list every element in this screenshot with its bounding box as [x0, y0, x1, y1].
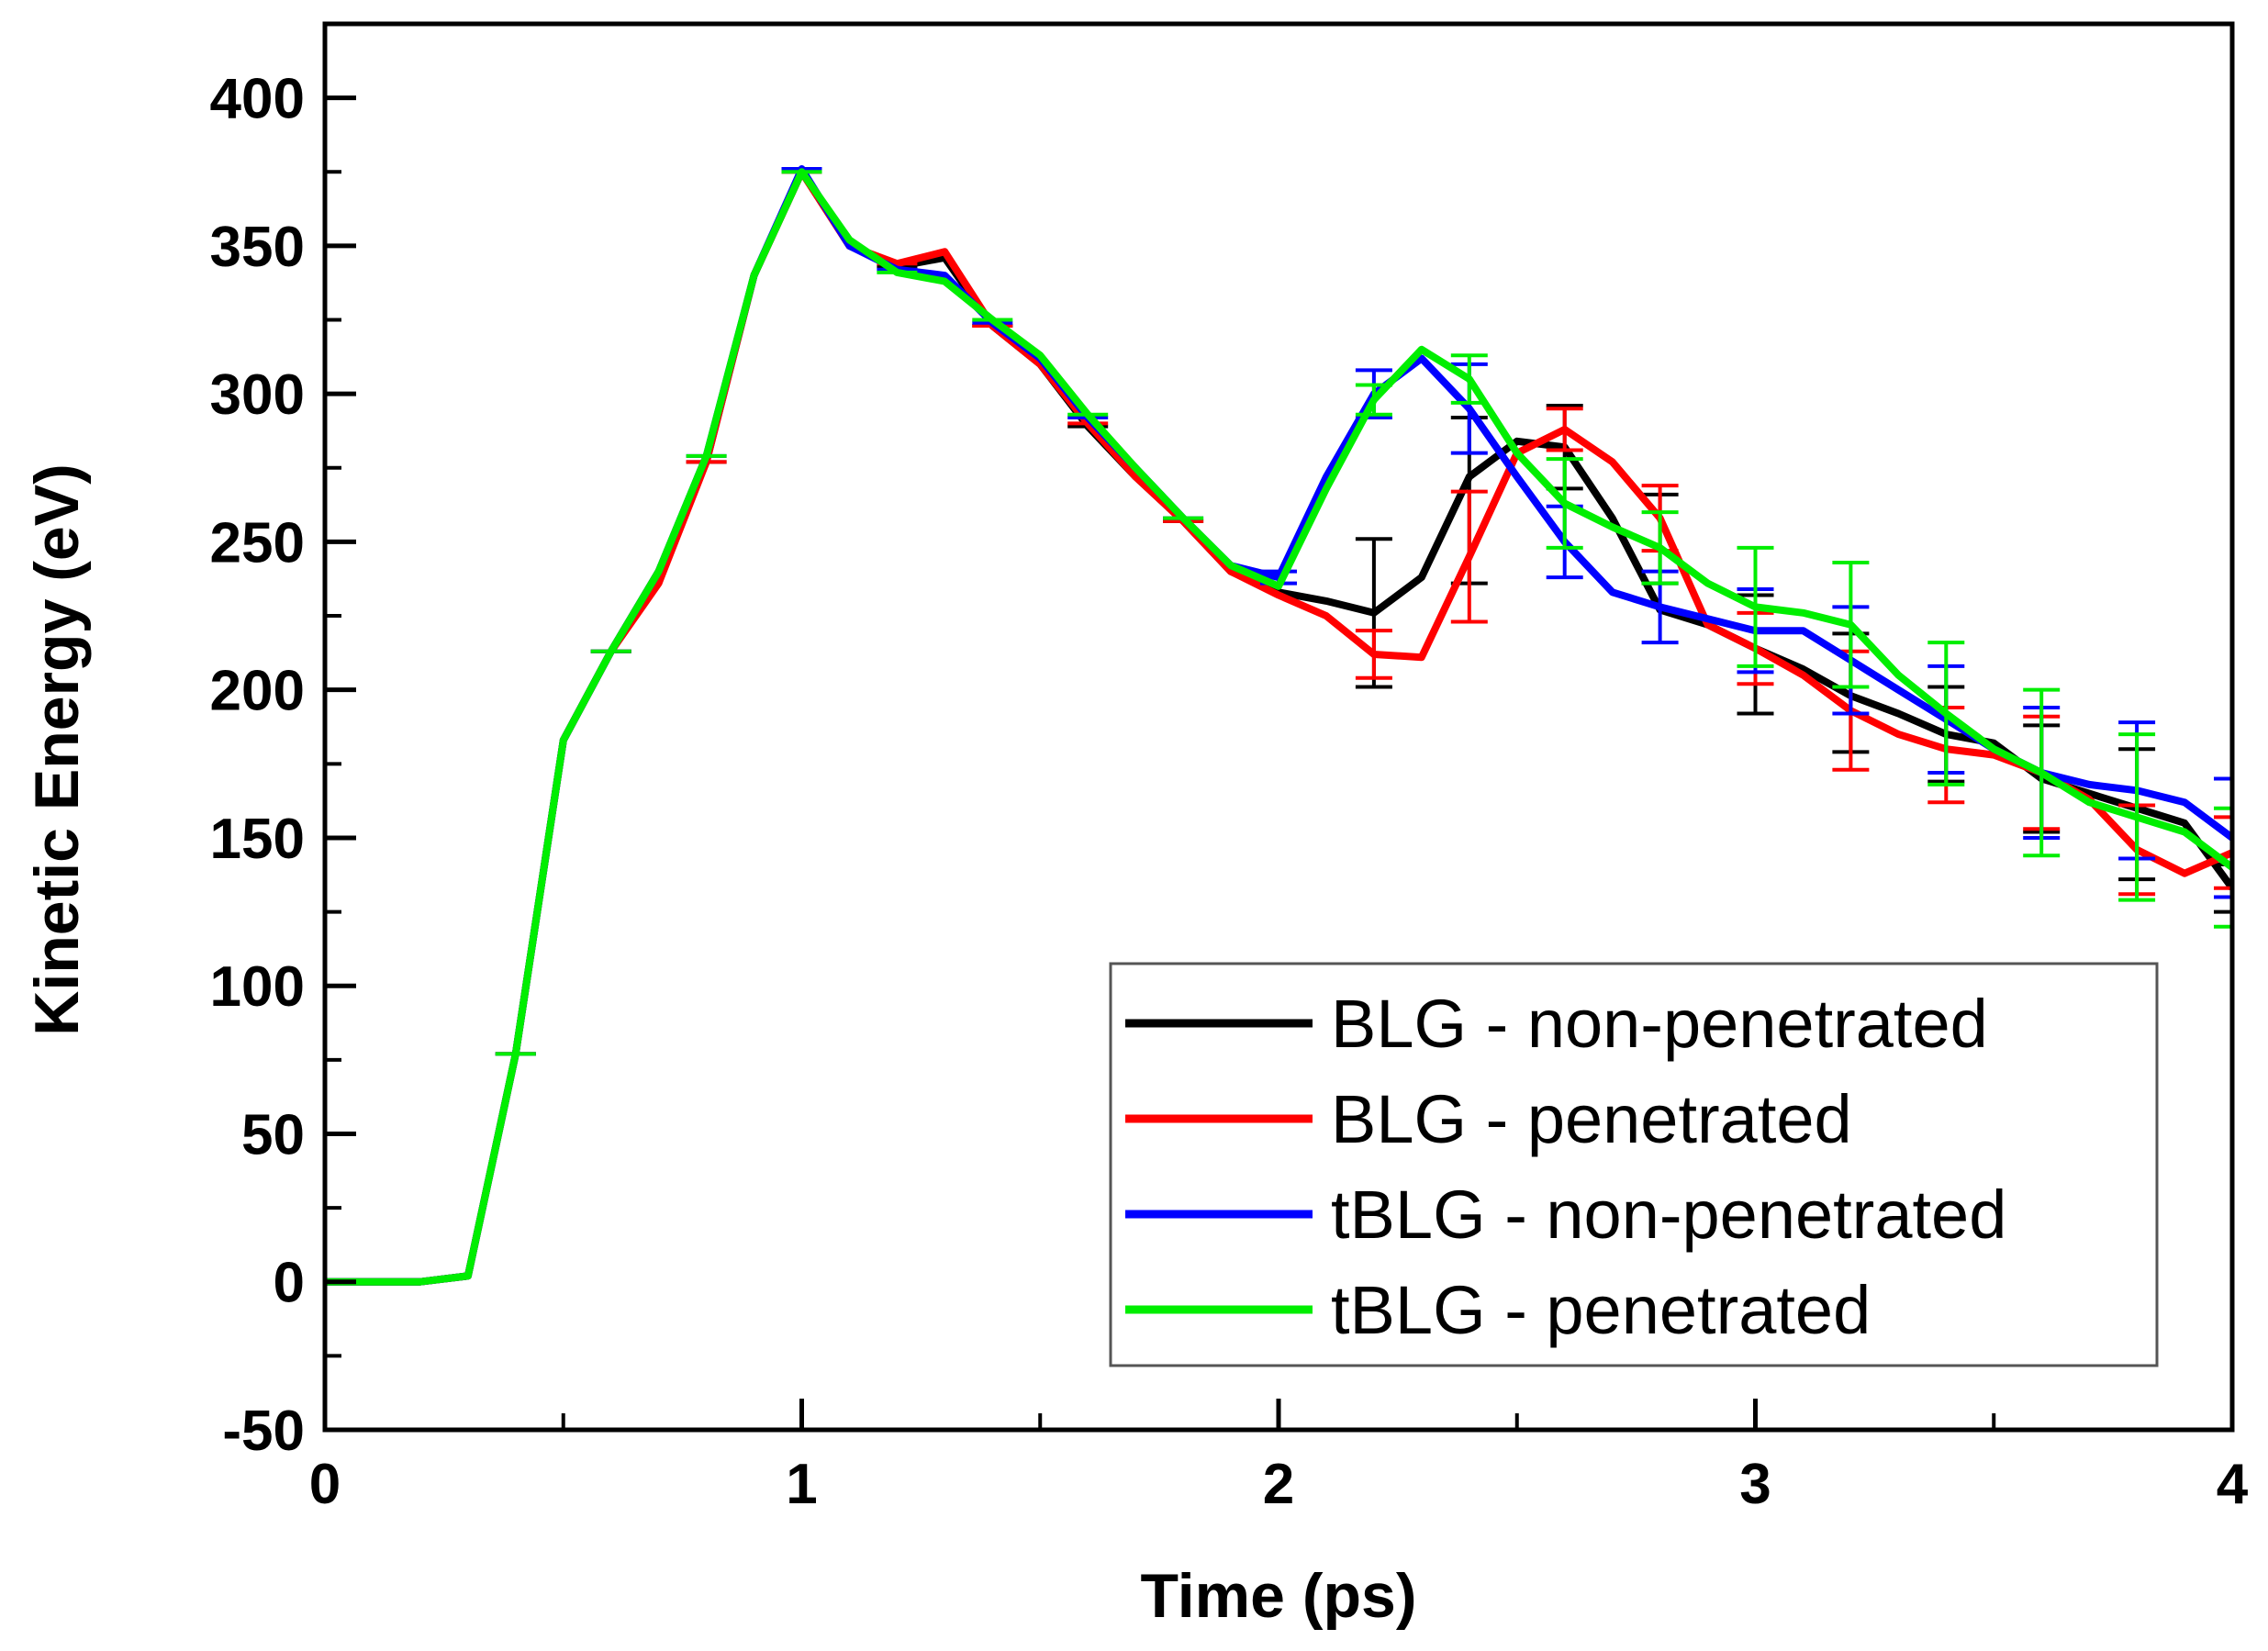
legend-entry: BLG - penetrated [1331, 1081, 1852, 1157]
legend-entry: BLG - non-penetrated [1331, 986, 1988, 1062]
legend-entry: tBLG - non-penetrated [1331, 1177, 2006, 1253]
series-tblg-penetrated [325, 168, 2232, 1286]
x-tick-label: 2 [1263, 1453, 1294, 1516]
y-tick-label: 300 [210, 363, 305, 427]
y-tick-label: 250 [210, 511, 305, 575]
x-tick-label: 4 [2217, 1453, 2249, 1516]
y-tick-label: 200 [210, 660, 305, 723]
y-tick-label: 100 [210, 955, 305, 1019]
series-line [325, 168, 2232, 1286]
y-tick-label: 50 [241, 1103, 305, 1166]
y-tick-label: -50 [222, 1400, 305, 1463]
series-line [325, 168, 2232, 1286]
x-axis-title: Time (ps) [1140, 1561, 1416, 1631]
legend: BLG - non-penetrated BLG - penetrated tBLG… [1109, 962, 2159, 1367]
x-tick-label: 3 [1739, 1453, 1771, 1516]
legend-box [1109, 962, 2159, 1367]
x-tick-label: 1 [786, 1453, 817, 1516]
y-tick-label: 150 [210, 808, 305, 871]
y-tick-label: 400 [210, 68, 305, 131]
y-tick-label: 350 [210, 216, 305, 279]
y-axis-title: Kinetic Energy (eV) [22, 463, 92, 1036]
y-tick-label: 0 [274, 1252, 305, 1315]
legend-entry: tBLG - penetrated [1331, 1272, 1871, 1348]
x-tick-label: 0 [309, 1453, 341, 1516]
